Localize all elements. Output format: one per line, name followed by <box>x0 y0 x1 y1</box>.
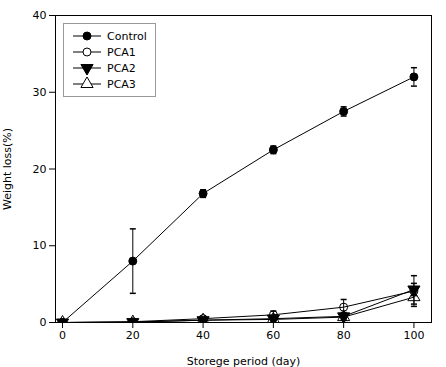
html-text:PCA2: PCA2 <box>107 61 136 75</box>
svg-text:80: 80 <box>337 329 351 342</box>
svg-text:0: 0 <box>59 329 66 342</box>
svg-text:30: 30 <box>33 86 47 99</box>
html-text:PCA3: PCA3 <box>107 77 136 91</box>
svg-text:0: 0 <box>40 316 47 329</box>
svg-text:Storege period (day): Storege period (day) <box>187 355 301 367</box>
svg-text:10: 10 <box>33 239 47 252</box>
svg-text:40: 40 <box>196 329 210 342</box>
svg-text:100: 100 <box>403 329 424 342</box>
html-text:Control: Control <box>107 29 147 43</box>
svg-text:40: 40 <box>33 9 47 22</box>
svg-text:Weight loss(%): Weight loss(%) <box>1 128 14 210</box>
svg-text:20: 20 <box>126 329 140 342</box>
svg-text:20: 20 <box>33 163 47 176</box>
svg-text:60: 60 <box>266 329 280 342</box>
html-text:PCA1: PCA1 <box>107 45 136 59</box>
